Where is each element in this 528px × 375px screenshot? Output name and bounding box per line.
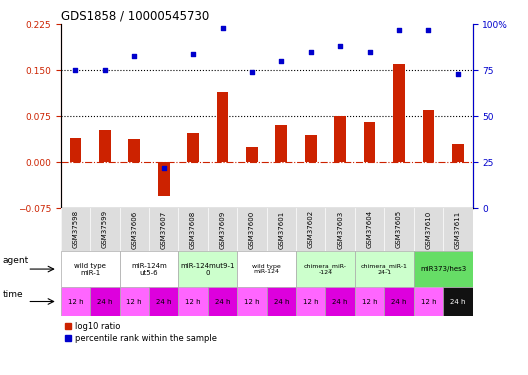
Text: GSM37606: GSM37606 bbox=[131, 210, 137, 249]
Text: wild type
miR-124: wild type miR-124 bbox=[252, 264, 281, 274]
Bar bbox=[393, 64, 405, 162]
Text: GSM37599: GSM37599 bbox=[102, 210, 108, 248]
Bar bbox=[355, 287, 384, 316]
Text: GSM37609: GSM37609 bbox=[220, 210, 225, 249]
Text: wild type
miR-1: wild type miR-1 bbox=[74, 262, 106, 276]
Text: 24 h: 24 h bbox=[156, 298, 172, 304]
Bar bbox=[305, 135, 317, 162]
Text: GDS1858 / 10000545730: GDS1858 / 10000545730 bbox=[61, 9, 209, 22]
Bar bbox=[119, 287, 149, 316]
Bar bbox=[452, 144, 464, 162]
Point bbox=[454, 71, 462, 77]
Text: GSM37611: GSM37611 bbox=[455, 210, 461, 249]
Bar bbox=[187, 133, 199, 162]
Bar bbox=[246, 147, 258, 162]
Text: 12 h: 12 h bbox=[185, 298, 201, 304]
Bar bbox=[334, 116, 346, 162]
Bar bbox=[237, 287, 267, 316]
Bar bbox=[276, 125, 287, 162]
Point bbox=[189, 51, 197, 57]
Text: GSM37602: GSM37602 bbox=[308, 210, 314, 248]
Point bbox=[365, 49, 374, 55]
Point bbox=[159, 165, 168, 171]
Bar bbox=[443, 287, 473, 316]
Point bbox=[336, 44, 344, 50]
Bar bbox=[178, 251, 237, 287]
Point bbox=[395, 27, 403, 33]
Text: 12 h: 12 h bbox=[421, 298, 436, 304]
Text: chimera_miR-1
24-1: chimera_miR-1 24-1 bbox=[361, 263, 408, 275]
Text: 24 h: 24 h bbox=[215, 298, 230, 304]
Text: GSM37601: GSM37601 bbox=[278, 210, 285, 249]
Text: miR-124mut9-1
0: miR-124mut9-1 0 bbox=[181, 262, 235, 276]
Point bbox=[248, 69, 256, 75]
Bar bbox=[414, 287, 443, 316]
Bar bbox=[267, 287, 296, 316]
Text: GSM37600: GSM37600 bbox=[249, 210, 255, 249]
Text: GSM37604: GSM37604 bbox=[366, 210, 373, 248]
Text: 24 h: 24 h bbox=[450, 298, 466, 304]
Text: 24 h: 24 h bbox=[391, 298, 407, 304]
Text: GSM37605: GSM37605 bbox=[396, 210, 402, 248]
Text: GSM37610: GSM37610 bbox=[426, 210, 431, 249]
Bar bbox=[355, 251, 414, 287]
Bar bbox=[216, 92, 229, 162]
Text: 24 h: 24 h bbox=[97, 298, 112, 304]
Text: time: time bbox=[3, 290, 23, 298]
Point bbox=[218, 25, 227, 31]
Text: GSM37598: GSM37598 bbox=[72, 210, 79, 248]
Text: chimera_miR-
-124: chimera_miR- -124 bbox=[304, 263, 347, 275]
Bar bbox=[119, 251, 178, 287]
Text: 24 h: 24 h bbox=[333, 298, 348, 304]
Text: miR373/hes3: miR373/hes3 bbox=[420, 266, 466, 272]
Bar bbox=[128, 139, 140, 162]
Text: GSM37608: GSM37608 bbox=[190, 210, 196, 249]
Point bbox=[101, 68, 109, 74]
Text: agent: agent bbox=[3, 256, 29, 265]
Bar bbox=[208, 287, 237, 316]
Bar bbox=[237, 251, 296, 287]
Point bbox=[424, 27, 432, 33]
Text: 12 h: 12 h bbox=[126, 298, 142, 304]
Bar bbox=[422, 110, 435, 162]
Text: 12 h: 12 h bbox=[303, 298, 318, 304]
Text: 12 h: 12 h bbox=[362, 298, 378, 304]
Bar bbox=[296, 287, 325, 316]
Point bbox=[71, 68, 80, 74]
Bar bbox=[384, 287, 414, 316]
Text: GSM37607: GSM37607 bbox=[161, 210, 167, 249]
Bar bbox=[158, 162, 169, 196]
Text: GSM37603: GSM37603 bbox=[337, 210, 343, 249]
Bar bbox=[70, 138, 81, 162]
Bar bbox=[61, 251, 119, 287]
Text: 12 h: 12 h bbox=[68, 298, 83, 304]
Bar bbox=[61, 287, 90, 316]
Legend: log10 ratio, percentile rank within the sample: log10 ratio, percentile rank within the … bbox=[65, 322, 217, 343]
Text: miR-124m
ut5-6: miR-124m ut5-6 bbox=[131, 262, 167, 276]
Text: 24 h: 24 h bbox=[274, 298, 289, 304]
Bar bbox=[364, 122, 375, 162]
Text: 12 h: 12 h bbox=[244, 298, 260, 304]
Point bbox=[307, 49, 315, 55]
Bar bbox=[99, 130, 111, 162]
Bar bbox=[414, 251, 473, 287]
Bar bbox=[325, 287, 355, 316]
Point bbox=[130, 53, 138, 58]
Point bbox=[277, 58, 286, 64]
Bar bbox=[90, 287, 119, 316]
Bar bbox=[178, 287, 208, 316]
Bar bbox=[296, 251, 355, 287]
Bar bbox=[149, 287, 178, 316]
